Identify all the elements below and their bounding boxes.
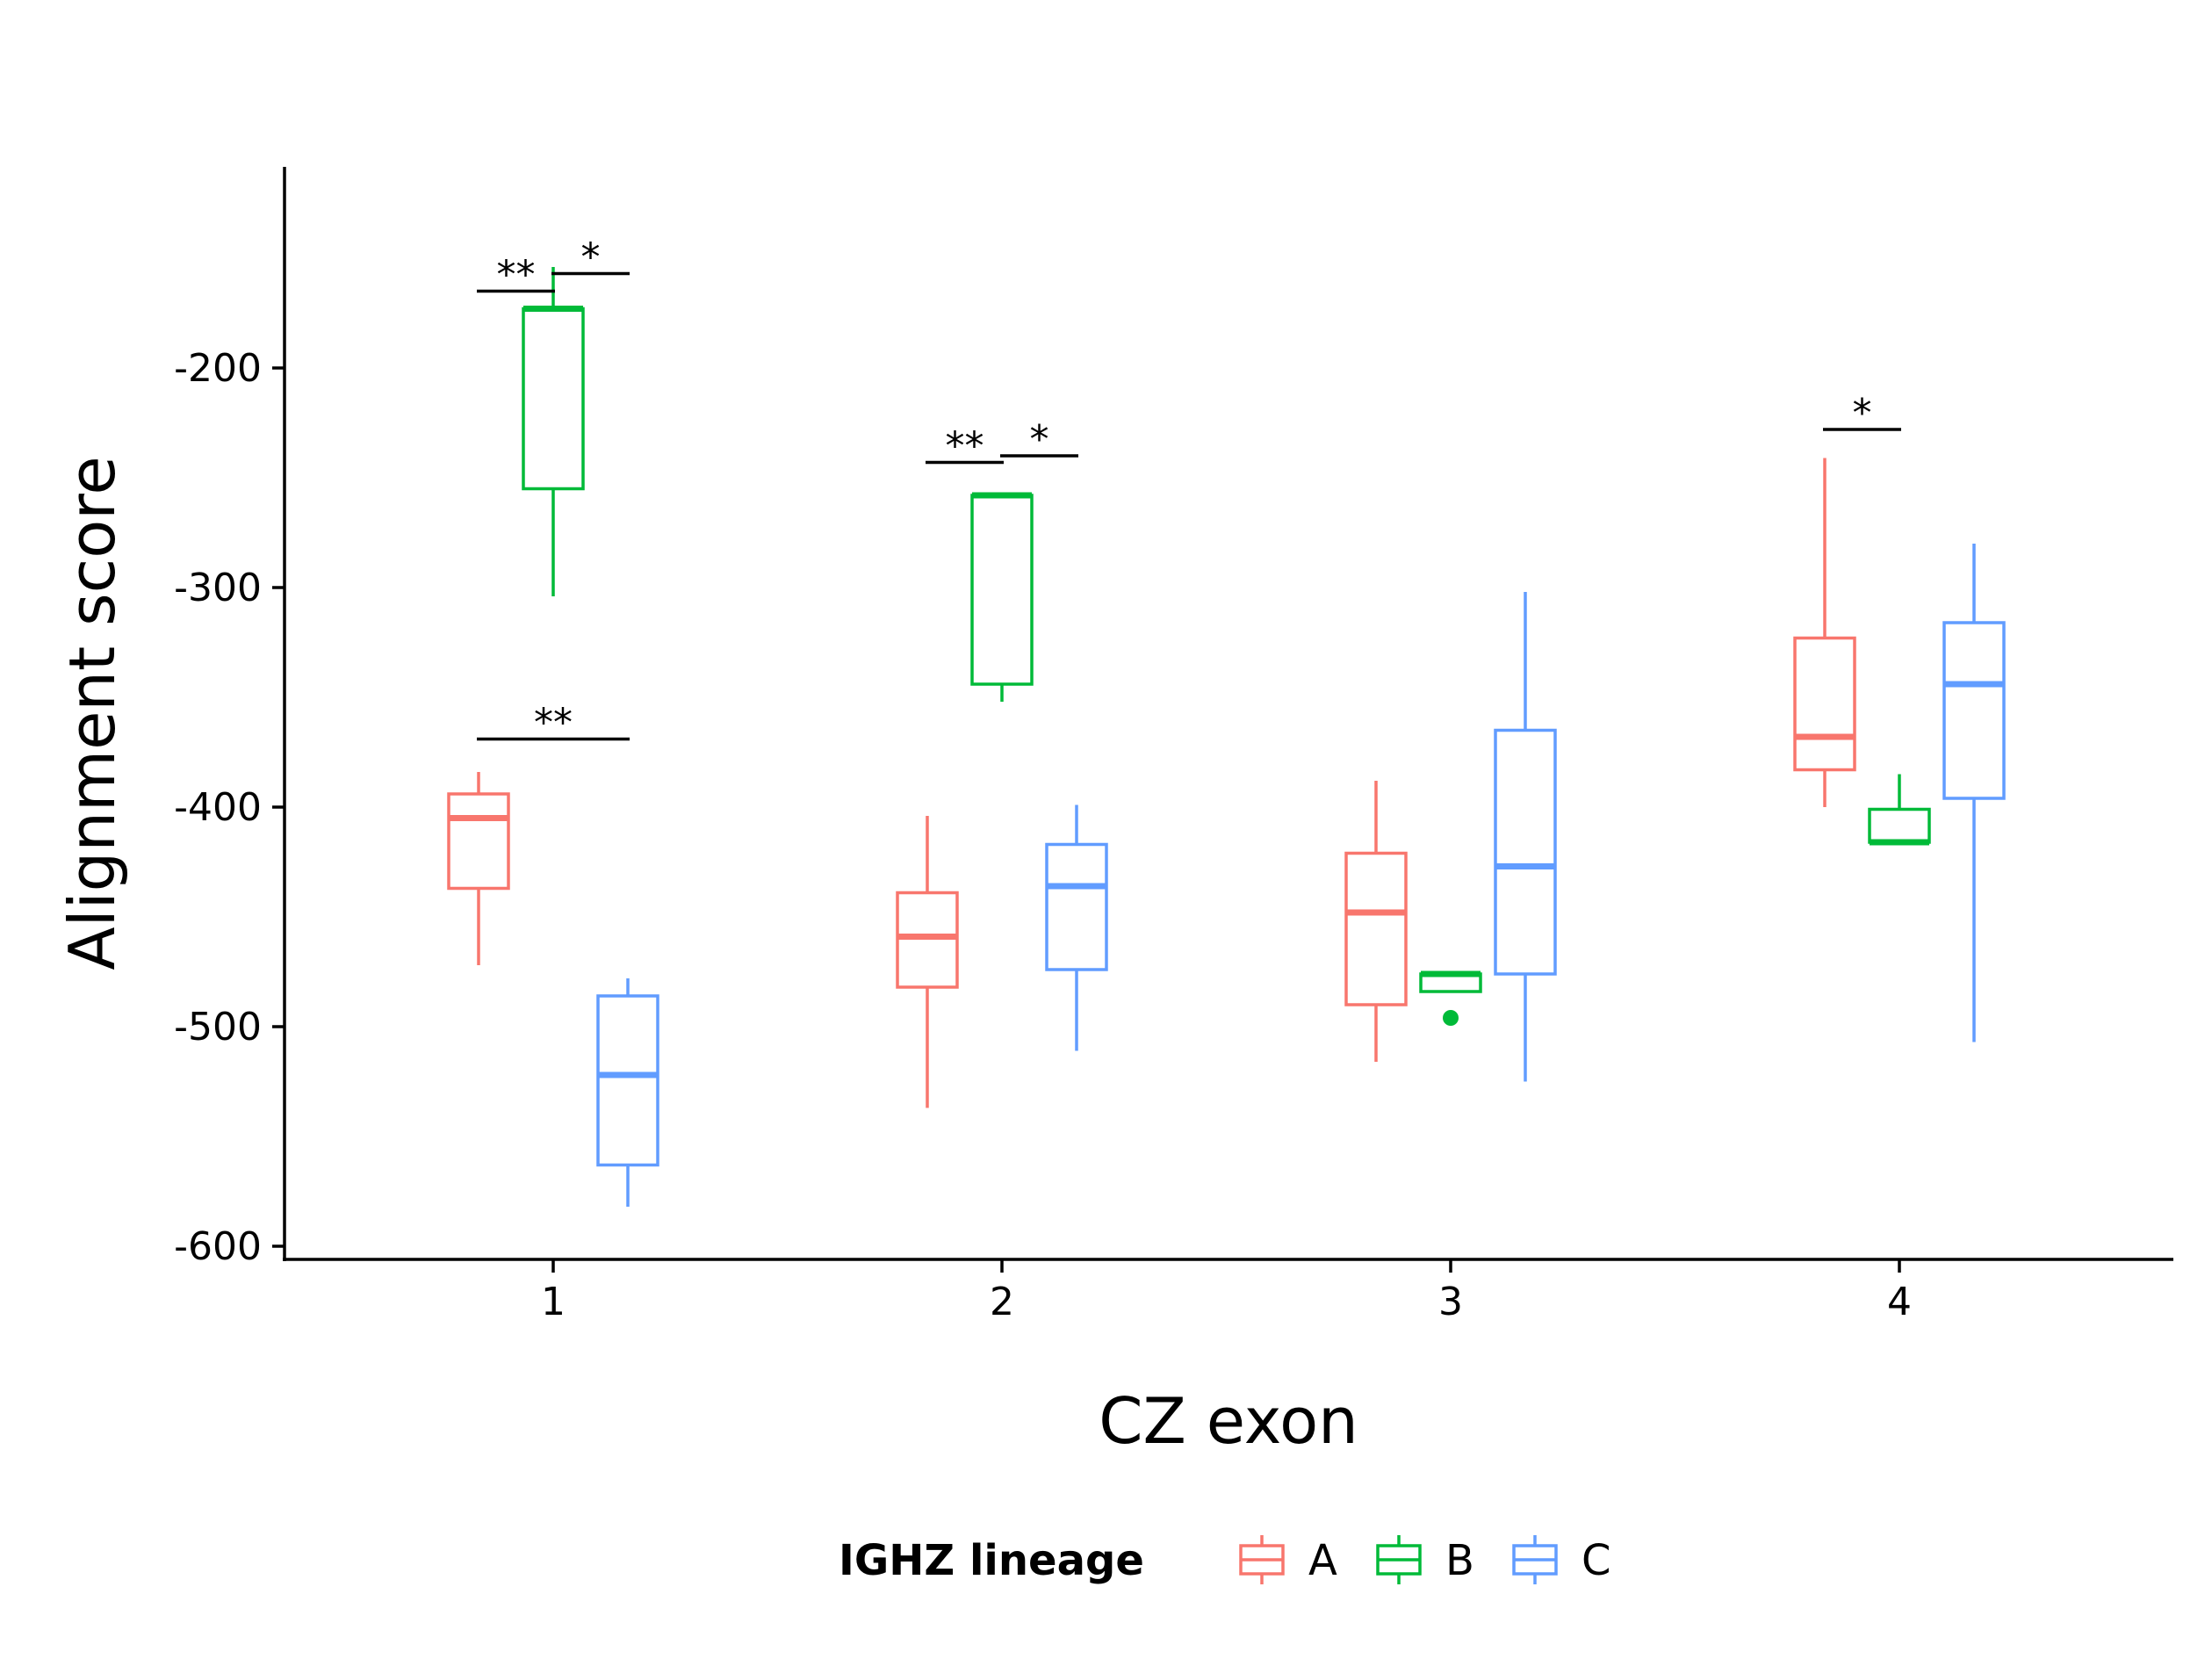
box-C-2: [1045, 804, 1108, 1051]
legend-item-B: B: [1376, 1535, 1474, 1585]
box-C-4: [1942, 544, 2006, 1042]
significance-label: **: [946, 424, 984, 469]
y-tick-label: -200: [174, 346, 262, 391]
significance-label: **: [497, 253, 536, 298]
significance-bracket: *: [1823, 391, 1901, 436]
box-A-3: [1344, 781, 1408, 1062]
box-body: [1942, 621, 2006, 800]
box-body: [1793, 636, 1856, 772]
box-body: [1045, 842, 1108, 971]
x-ticks: 1 2 3 4: [541, 1259, 1912, 1324]
box-body: [970, 494, 1034, 686]
box-body: [1868, 807, 1931, 844]
box-B-4: [1868, 774, 1931, 846]
x-tick-label: 2: [990, 1280, 1014, 1324]
y-axis-title: Alignment score: [55, 456, 129, 970]
legend-item-C: C: [1512, 1535, 1611, 1585]
box-A-1: [447, 772, 510, 965]
legend-label: B: [1445, 1536, 1474, 1585]
y-tick-label: -500: [174, 1005, 262, 1049]
box-body: [1344, 851, 1408, 1006]
box-B-3: [1419, 970, 1482, 1026]
box-A-2: [896, 816, 959, 1108]
box-body: [447, 792, 510, 891]
axes: [283, 167, 2173, 1261]
legend-title: IGHZ lineage: [839, 1536, 1144, 1585]
x-axis-title: CZ exon: [1099, 1384, 1358, 1458]
box-body: [522, 307, 585, 491]
significance-bracket: **: [926, 424, 1004, 469]
y-tick-label: -300: [174, 566, 262, 610]
box-B-2: [970, 492, 1034, 702]
legend-label: C: [1582, 1536, 1611, 1585]
legend-label: A: [1308, 1536, 1337, 1585]
box-body: [596, 994, 659, 1167]
x-tick-label: 3: [1438, 1280, 1463, 1324]
outlier-point: [1443, 1010, 1459, 1026]
significance-label: **: [534, 701, 573, 746]
y-tick-label: -400: [174, 785, 262, 830]
box-A-4: [1793, 458, 1856, 807]
y-ticks: -200 -300 -400 -500 -600: [174, 346, 285, 1269]
significance-label: *: [581, 235, 601, 280]
x-tick-label: 1: [541, 1280, 566, 1324]
y-tick-label: -600: [174, 1224, 262, 1269]
plot-marks: [447, 267, 2006, 1207]
significance-bracket: **: [477, 253, 555, 298]
legend: IGHZ lineage A B C: [839, 1535, 1611, 1585]
significance-label: *: [1853, 391, 1872, 436]
legend-item-A: A: [1239, 1535, 1337, 1585]
significance-bracket: *: [551, 235, 630, 280]
box-body: [896, 891, 959, 989]
significance-bracket: *: [1000, 417, 1078, 462]
significance-bracket: **: [477, 701, 630, 746]
box-B-1: [522, 267, 585, 596]
x-tick-label: 4: [1887, 1280, 1912, 1324]
significance-annotations: ** ***** **: [477, 235, 1901, 746]
box-body: [1494, 728, 1557, 976]
box-C-1: [596, 978, 659, 1207]
box-C-3: [1494, 592, 1557, 1082]
significance-label: *: [1030, 417, 1049, 462]
